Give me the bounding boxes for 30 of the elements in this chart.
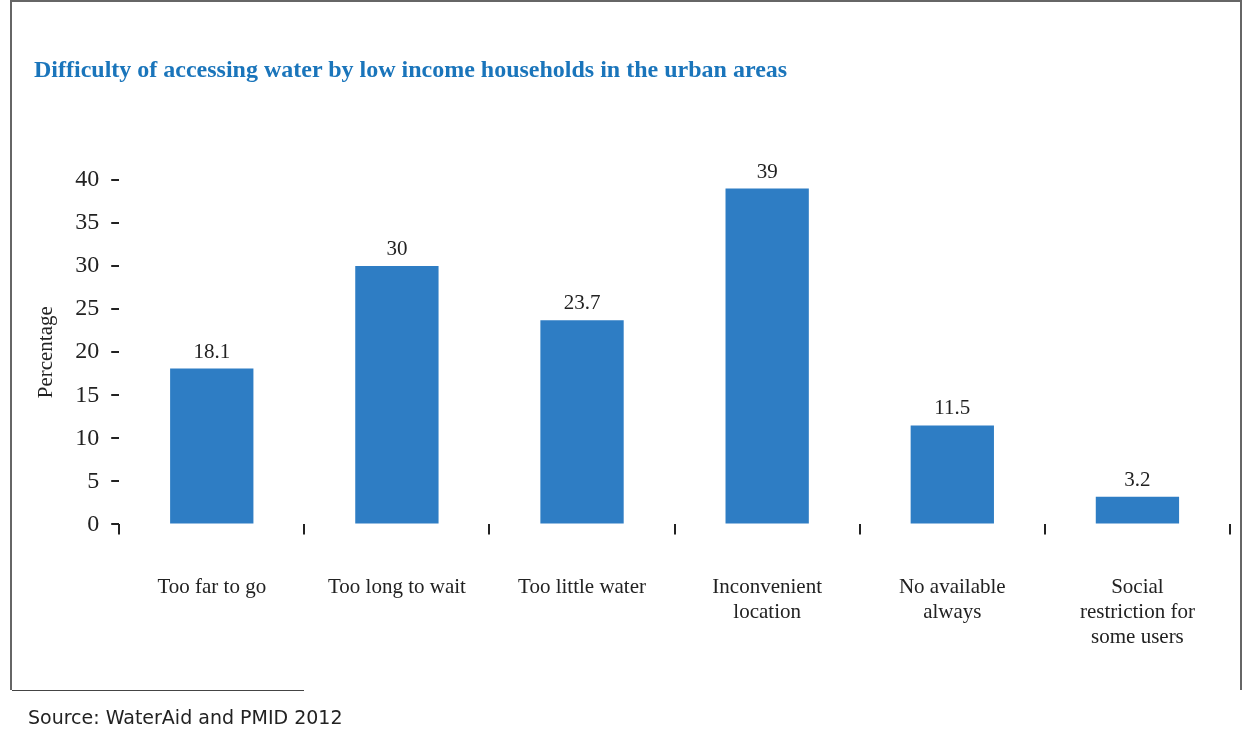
data-label: 23.7 xyxy=(563,290,601,315)
source-note: Source: WaterAid and PMID 2012 xyxy=(28,706,343,728)
bar xyxy=(355,266,439,524)
data-label: 39 xyxy=(756,158,778,183)
y-tick-label: 35 xyxy=(75,208,100,235)
bar xyxy=(1095,496,1180,524)
y-tick-label: 30 xyxy=(75,251,100,278)
y-tick-label: 5 xyxy=(87,466,100,493)
y-tick-label: 20 xyxy=(75,337,100,364)
y-tick-label: 15 xyxy=(75,380,100,407)
x-tick-label: No available always xyxy=(898,573,1006,623)
bar xyxy=(170,368,254,524)
data-label: 3.2 xyxy=(1124,466,1151,491)
x-tick-label: Too far to go xyxy=(157,573,267,598)
y-tick-label: 25 xyxy=(75,294,100,321)
data-label: 11.5 xyxy=(934,395,971,420)
y-tick-label: 40 xyxy=(75,165,100,192)
x-tick-label: Inconvenient location xyxy=(712,573,823,623)
bar xyxy=(725,188,809,524)
bar xyxy=(540,320,624,524)
x-tick-label: Too little water xyxy=(518,573,647,598)
bar xyxy=(910,425,994,524)
data-label: 30 xyxy=(386,236,408,261)
x-tick-label: Too long to wait xyxy=(327,573,467,598)
y-tick-label: 10 xyxy=(75,423,100,450)
y-axis-title: Percentage xyxy=(33,306,58,399)
x-tick-label: Social restriction for some users xyxy=(1080,573,1195,648)
data-label: 18.1 xyxy=(193,338,231,363)
chart-title: Difficulty of accessing water by low income households in the urban areas xyxy=(34,56,788,83)
y-tick-label: 0 xyxy=(87,509,100,536)
